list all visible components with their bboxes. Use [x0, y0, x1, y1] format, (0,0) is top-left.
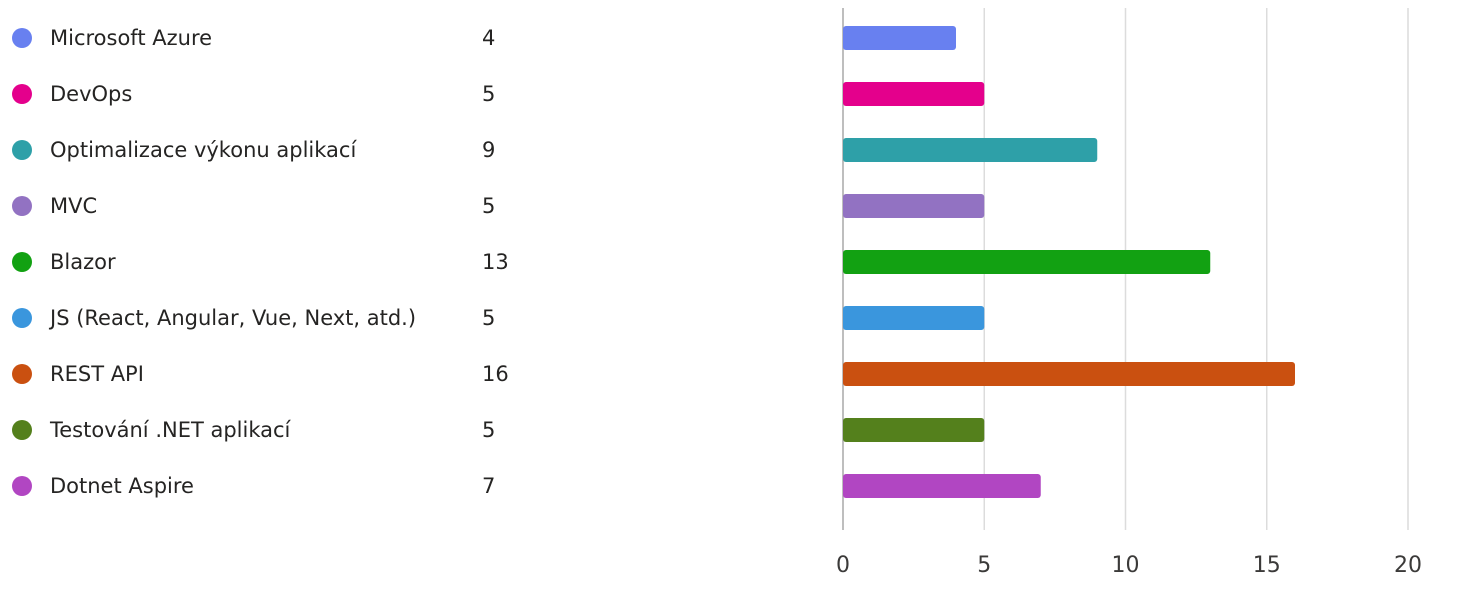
legend-label: REST API [50, 362, 144, 386]
legend-item: JS (React, Angular, Vue, Next, atd.) 5 [0, 299, 560, 339]
x-tick-label: 15 [1253, 553, 1281, 578]
legend-label: JS (React, Angular, Vue, Next, atd.) [50, 306, 417, 330]
legend-label: Dotnet Aspire [50, 474, 194, 498]
x-tick-label: 10 [1112, 553, 1140, 578]
bar[interactable] [843, 82, 985, 106]
legend-color-dot-icon [12, 252, 32, 272]
x-tick-label: 0 [836, 553, 850, 578]
legend-item: DevOps 5 [0, 75, 560, 115]
legend-item: REST API 16 [0, 355, 560, 395]
legend-color-dot-icon [12, 308, 32, 328]
bar[interactable] [843, 138, 1098, 162]
legend-color-dot-icon [12, 476, 32, 496]
bar[interactable] [843, 418, 985, 442]
x-tick-label: 20 [1394, 553, 1422, 578]
legend-color-dot-icon [12, 28, 32, 48]
bar[interactable] [843, 26, 956, 50]
bar[interactable] [843, 474, 1041, 498]
legend-label: Testování .NET aplikací [50, 418, 291, 442]
legend-count: 5 [482, 306, 496, 330]
legend-item: Optimalizace výkonu aplikací 9 [0, 131, 560, 171]
legend-color-dot-icon [12, 364, 32, 384]
legend-label: Microsoft Azure [50, 26, 213, 50]
legend-label: Optimalizace výkonu aplikací [50, 138, 357, 162]
bar[interactable] [843, 306, 985, 330]
legend-color-dot-icon [12, 196, 32, 216]
legend-count: 9 [482, 138, 496, 162]
legend-color-dot-icon [12, 420, 32, 440]
legend-count: 16 [482, 362, 509, 386]
legend-item: Dotnet Aspire 7 [0, 467, 560, 507]
legend-count: 5 [482, 418, 496, 442]
legend-item: Testování .NET aplikací 5 [0, 411, 560, 451]
legend-item: MVC 5 [0, 187, 560, 227]
legend-count: 4 [482, 26, 496, 50]
chart-legend: Microsoft Azure 4 DevOps 5 Optimalizace výko… [0, 0, 560, 540]
legend-item: Blazor 13 [0, 243, 560, 283]
legend-item: Microsoft Azure 4 [0, 19, 560, 59]
bar[interactable] [843, 194, 985, 218]
x-tick-label: 5 [977, 553, 991, 578]
legend-color-dot-icon [12, 140, 32, 160]
legend-count: 7 [482, 474, 496, 498]
legend-label: MVC [50, 194, 98, 218]
legend-count: 5 [482, 194, 496, 218]
legend-count: 5 [482, 82, 496, 106]
bar[interactable] [843, 250, 1211, 274]
bar[interactable] [843, 362, 1295, 386]
legend-color-dot-icon [12, 84, 32, 104]
legend-label: DevOps [50, 82, 133, 106]
legend-count: 13 [482, 250, 509, 274]
legend-label: Blazor [50, 250, 116, 274]
